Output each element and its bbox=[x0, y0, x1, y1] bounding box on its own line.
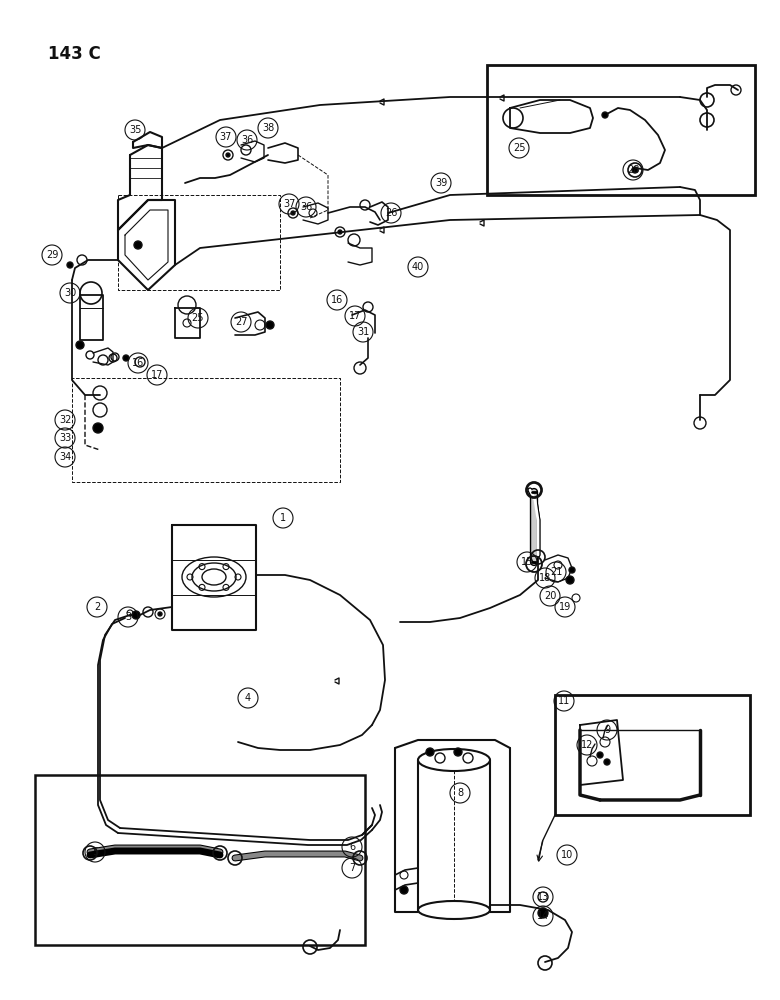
Text: 40: 40 bbox=[412, 262, 424, 272]
Circle shape bbox=[76, 341, 84, 349]
Circle shape bbox=[632, 167, 638, 173]
Circle shape bbox=[291, 211, 295, 215]
Text: 3: 3 bbox=[125, 612, 131, 622]
Text: 1: 1 bbox=[280, 513, 286, 523]
Text: 16: 16 bbox=[132, 358, 144, 368]
Text: 38: 38 bbox=[262, 123, 274, 133]
Text: 37: 37 bbox=[283, 199, 295, 209]
Text: 35: 35 bbox=[129, 125, 141, 135]
Text: 37: 37 bbox=[220, 132, 232, 142]
Circle shape bbox=[426, 748, 434, 756]
Text: 6: 6 bbox=[349, 842, 355, 852]
Ellipse shape bbox=[418, 901, 490, 919]
Text: 29: 29 bbox=[46, 250, 58, 260]
Text: 33: 33 bbox=[58, 433, 71, 443]
Circle shape bbox=[604, 759, 610, 765]
Text: 8: 8 bbox=[457, 788, 463, 798]
Text: 12: 12 bbox=[581, 740, 593, 750]
Text: 25: 25 bbox=[192, 313, 204, 323]
Text: 18: 18 bbox=[539, 573, 551, 583]
Circle shape bbox=[602, 112, 608, 118]
Text: 36: 36 bbox=[300, 202, 312, 212]
Text: 36: 36 bbox=[241, 135, 254, 145]
Circle shape bbox=[226, 153, 230, 157]
Circle shape bbox=[538, 908, 548, 918]
Text: 25: 25 bbox=[512, 143, 525, 153]
Bar bbox=[35, 775, 365, 945]
Text: 2: 2 bbox=[94, 602, 100, 612]
Text: 4: 4 bbox=[245, 693, 251, 703]
Circle shape bbox=[266, 321, 274, 329]
Text: 28: 28 bbox=[627, 165, 639, 175]
Text: 13: 13 bbox=[537, 892, 549, 902]
Text: 39: 39 bbox=[435, 178, 447, 188]
Text: 31: 31 bbox=[357, 327, 369, 337]
Text: 16: 16 bbox=[331, 295, 343, 305]
Text: 27: 27 bbox=[235, 317, 247, 327]
Text: 32: 32 bbox=[58, 415, 71, 425]
Text: 143 C: 143 C bbox=[48, 45, 101, 63]
Circle shape bbox=[569, 567, 575, 573]
Text: 34: 34 bbox=[58, 452, 71, 462]
Text: 19: 19 bbox=[559, 602, 571, 612]
Bar bbox=[555, 695, 750, 815]
Circle shape bbox=[338, 230, 342, 234]
Text: 20: 20 bbox=[544, 591, 556, 601]
Ellipse shape bbox=[418, 749, 490, 771]
Text: 7: 7 bbox=[349, 863, 355, 873]
Text: 21: 21 bbox=[550, 567, 562, 577]
Text: 10: 10 bbox=[561, 850, 573, 860]
Circle shape bbox=[454, 748, 462, 756]
Text: 30: 30 bbox=[64, 288, 76, 298]
Text: 14: 14 bbox=[537, 911, 549, 921]
Text: 15: 15 bbox=[521, 557, 534, 567]
Circle shape bbox=[400, 886, 408, 894]
Text: 17: 17 bbox=[151, 370, 163, 380]
Circle shape bbox=[123, 355, 129, 361]
Circle shape bbox=[67, 262, 73, 268]
Text: 9: 9 bbox=[604, 725, 610, 735]
Bar bbox=[487, 65, 755, 195]
Circle shape bbox=[134, 241, 142, 249]
Text: 26: 26 bbox=[385, 208, 397, 218]
Circle shape bbox=[132, 611, 140, 619]
Circle shape bbox=[597, 752, 603, 758]
Circle shape bbox=[93, 423, 103, 433]
Text: 5: 5 bbox=[92, 847, 98, 857]
Circle shape bbox=[566, 576, 574, 584]
Text: 11: 11 bbox=[558, 696, 570, 706]
Circle shape bbox=[158, 612, 162, 616]
Text: 17: 17 bbox=[349, 311, 361, 321]
